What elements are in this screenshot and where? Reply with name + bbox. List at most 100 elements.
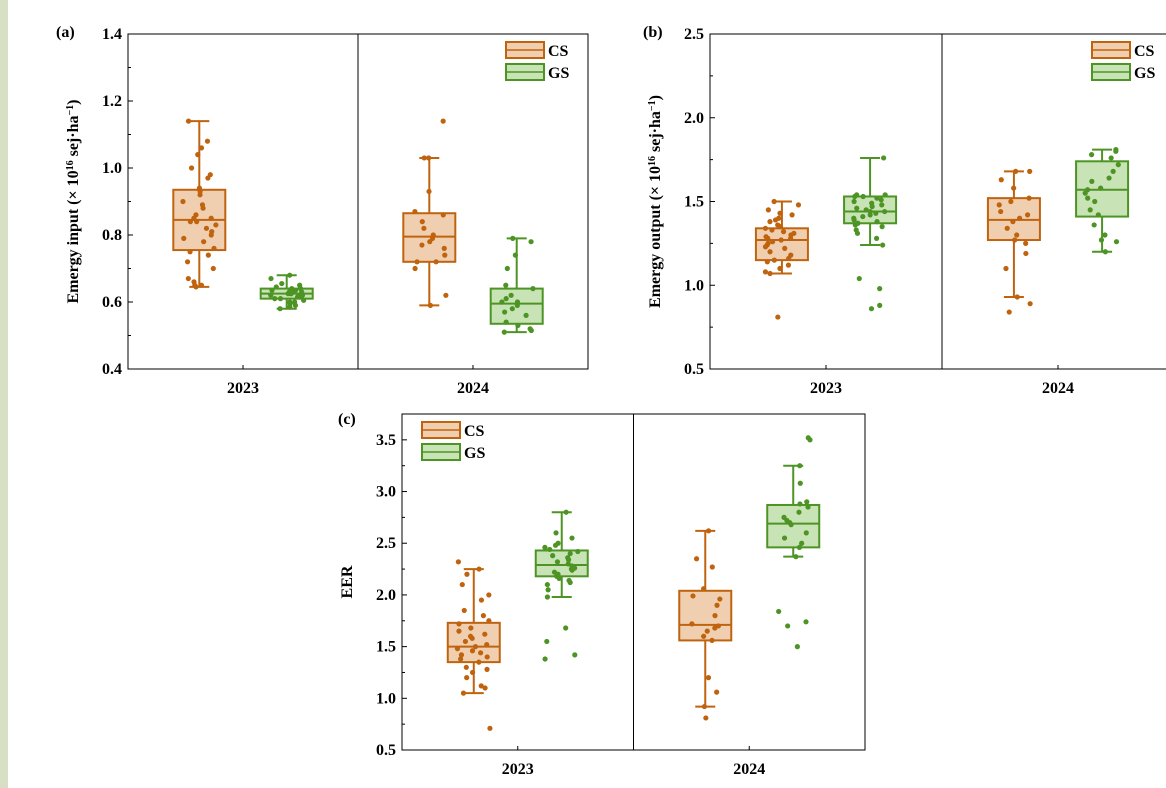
data-point	[1098, 185, 1104, 191]
y-tick-label: 3.5	[376, 432, 396, 449]
data-point	[1108, 155, 1114, 161]
legend-label-cs: CS	[548, 43, 569, 60]
data-point	[803, 619, 809, 625]
data-point	[487, 725, 493, 731]
data-point	[486, 618, 492, 624]
data-point	[793, 554, 799, 560]
y-tick-label: 0.8	[102, 227, 122, 244]
data-point	[1013, 168, 1019, 174]
data-point	[709, 637, 715, 644]
data-point	[464, 675, 470, 681]
y-tick-label: 1.0	[684, 277, 704, 294]
data-point	[1113, 239, 1120, 245]
data-point	[272, 296, 278, 302]
data-point	[504, 265, 510, 272]
y-tick-label: 1.0	[376, 690, 396, 707]
box-cs-2024	[678, 528, 733, 721]
x-category-label: 2024	[457, 380, 489, 397]
data-point	[197, 192, 203, 198]
data-point	[478, 597, 485, 603]
data-point	[297, 294, 303, 300]
data-point	[188, 165, 195, 171]
data-point	[1095, 212, 1101, 218]
x-category-label: 2024	[733, 761, 765, 778]
data-point	[508, 292, 514, 298]
data-point	[277, 306, 283, 312]
data-point	[1113, 148, 1119, 154]
y-tick-label: 0.5	[376, 742, 396, 759]
data-point	[778, 237, 784, 243]
box-gs-2024	[489, 235, 544, 335]
data-point	[185, 275, 191, 282]
data-point	[454, 646, 461, 652]
data-point	[880, 242, 886, 248]
data-point	[563, 509, 569, 515]
iqr-box	[678, 589, 733, 642]
data-point	[412, 208, 418, 215]
data-point	[765, 207, 771, 213]
y-axis-title-ylabel-unit: sej·ha	[647, 111, 664, 156]
y-tick-label: 0.6	[102, 294, 122, 311]
iqr-box	[534, 549, 589, 578]
data-point	[776, 608, 782, 615]
data-point	[765, 235, 771, 241]
data-point	[705, 675, 712, 681]
data-point	[767, 249, 773, 255]
data-point	[794, 644, 800, 650]
panel-b: 0.5 1.0 1.5 2.0 2.5 2023 2024 (b) Emergy output …	[643, 24, 1166, 397]
data-point	[185, 118, 192, 124]
box-gs-2023	[843, 155, 898, 312]
data-point	[764, 259, 770, 265]
data-point	[1098, 237, 1105, 243]
data-point	[554, 559, 561, 565]
data-point	[523, 312, 529, 318]
data-point	[860, 193, 866, 200]
y-axis-title-ylabel-close: )	[647, 95, 664, 100]
data-point	[877, 286, 883, 292]
data-point	[1012, 237, 1018, 243]
data-point	[704, 628, 710, 634]
panel-c: 0.5 1.0 1.5 2.0 2.5 3.0 3.5 2023 2024 (c) EER CS GS	[338, 411, 866, 778]
data-point	[567, 579, 573, 586]
panel-a: 0.4 0.6 0.8 1.0 1.2 1.4 2023 2024 (a) Emergy inpu…	[56, 24, 589, 397]
data-point	[499, 299, 505, 305]
x-category-label: 2024	[1042, 380, 1074, 397]
data-point	[767, 219, 773, 225]
data-point	[786, 255, 792, 262]
data-point	[873, 235, 880, 241]
data-point	[268, 275, 274, 282]
data-point	[690, 593, 696, 599]
data-point	[301, 297, 307, 303]
data-point	[703, 715, 709, 721]
data-point	[414, 259, 420, 265]
y-tick-label: 0.4	[102, 361, 122, 378]
data-point	[712, 613, 718, 619]
data-point	[503, 319, 509, 325]
data-point	[460, 690, 467, 696]
data-point	[1115, 162, 1121, 168]
data-point	[213, 222, 219, 228]
data-point	[772, 217, 779, 223]
data-point	[421, 155, 427, 161]
data-point	[1011, 185, 1017, 191]
data-point	[482, 631, 488, 637]
x-category-label: 2023	[810, 380, 842, 397]
data-point	[882, 208, 888, 215]
data-point	[771, 198, 777, 205]
data-point	[550, 553, 556, 559]
box-cs-2023	[172, 118, 227, 290]
data-point	[868, 306, 875, 312]
data-point	[440, 212, 446, 218]
data-point	[528, 327, 534, 334]
x-category-label: 2023	[227, 380, 259, 397]
panel-label: (b)	[643, 24, 663, 41]
data-point	[1102, 232, 1108, 238]
data-point	[184, 259, 191, 265]
data-point	[455, 559, 461, 565]
data-point	[877, 302, 883, 308]
data-point	[1008, 198, 1014, 205]
data-point	[799, 540, 805, 546]
data-point	[996, 202, 1002, 208]
data-point	[441, 245, 447, 251]
data-point	[869, 203, 875, 210]
